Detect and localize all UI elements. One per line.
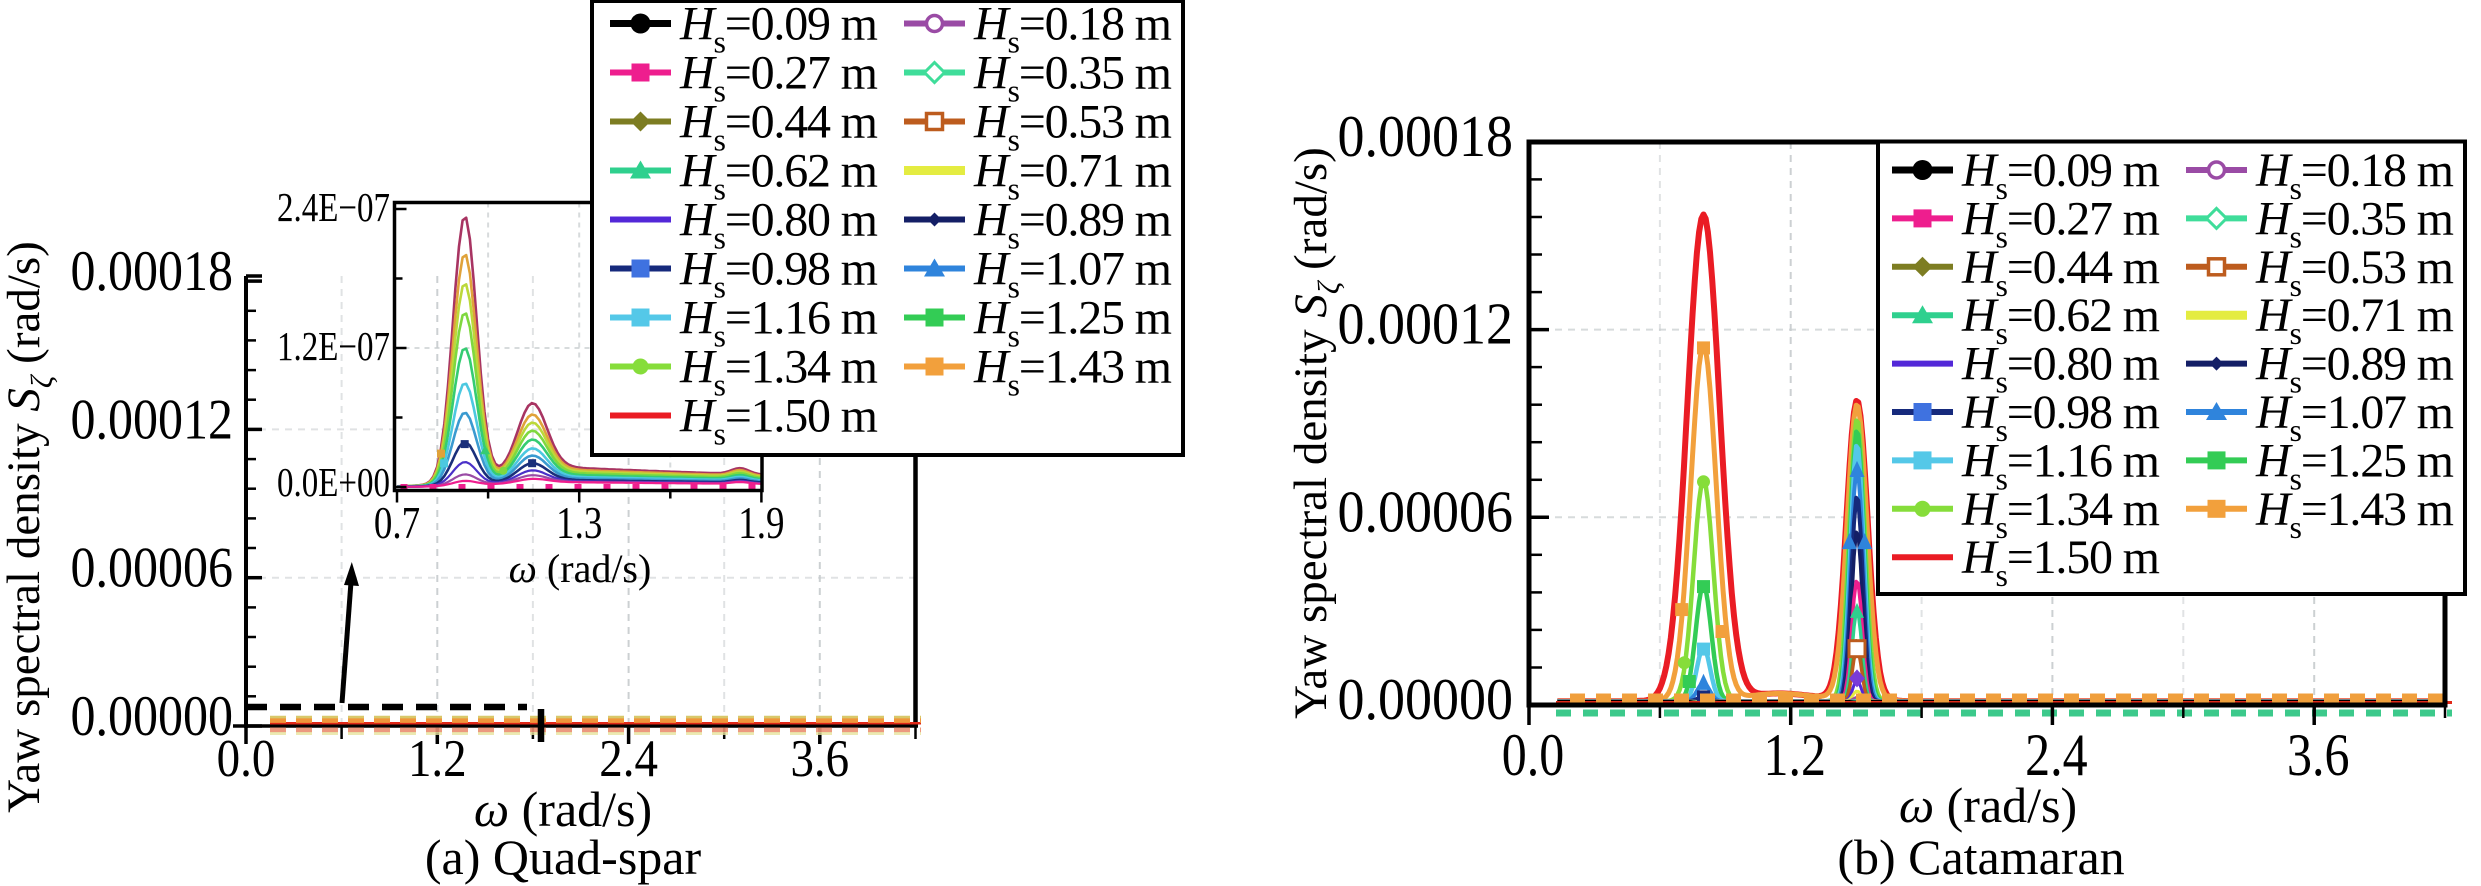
svg-text:Yaw spectral density Sζ (rad/s: Yaw spectral density Sζ (rad/s) [1285, 147, 1346, 719]
svg-text:Yaw spectral density Sζ (rad/s: Yaw spectral density Sζ (rad/s) [0, 241, 59, 813]
svg-text:0.0: 0.0 [217, 728, 276, 787]
svg-text:2.4: 2.4 [2025, 722, 2087, 788]
svg-text:Hs=​0.09 m: Hs=​0.09 m [679, 0, 878, 60]
svg-text:Hs=​0.62 m: Hs=​0.62 m [1961, 289, 2160, 351]
svg-text:0.00000: 0.00000 [1338, 667, 1513, 733]
svg-text:0.00006: 0.00006 [71, 536, 233, 600]
svg-text:3.6: 3.6 [790, 728, 849, 787]
svg-text:Hs=​0.35 m: Hs=​0.35 m [973, 47, 1172, 109]
svg-text:Hs=​1.16 m: Hs=​1.16 m [1961, 434, 2160, 496]
svg-text:0.00000: 0.00000 [71, 684, 233, 748]
svg-text:0.7: 0.7 [374, 498, 420, 548]
svg-text:Hs=​0.18 m: Hs=​0.18 m [973, 0, 1172, 60]
svg-text:2.4E−07: 2.4E−07 [277, 186, 390, 231]
svg-text:ω (rad/s): ω (rad/s) [1899, 777, 2077, 833]
svg-text:Hs=​1.25 m: Hs=​1.25 m [973, 292, 1172, 354]
svg-text:3.6: 3.6 [2287, 722, 2349, 788]
svg-text:Hs=​1.34 m: Hs=​1.34 m [679, 341, 878, 403]
svg-text:Hs=​1.50 m: Hs=​1.50 m [1961, 531, 2160, 593]
svg-text:Hs=​0.53 m: Hs=​0.53 m [2255, 241, 2454, 303]
svg-text:Hs=​0.62 m: Hs=​0.62 m [679, 145, 878, 207]
svg-text:Hs=​0.98 m: Hs=​0.98 m [1961, 386, 2160, 448]
svg-text:Hs=​0.44 m: Hs=​0.44 m [1961, 241, 2160, 303]
svg-text:0.00012: 0.00012 [1338, 291, 1513, 357]
svg-text:Hs=​0.27 m: Hs=​0.27 m [679, 47, 878, 109]
svg-text:Hs=​0.89 m: Hs=​0.89 m [2255, 338, 2454, 400]
svg-text:ω (rad/s): ω (rad/s) [509, 546, 652, 591]
svg-text:(a) Quad-spar: (a) Quad-spar [425, 829, 702, 885]
svg-text:Hs=​0.27 m: Hs=​0.27 m [1961, 192, 2160, 254]
svg-text:1.9: 1.9 [738, 498, 784, 548]
svg-text:0.00018: 0.00018 [71, 239, 233, 303]
svg-text:Hs=​0.53 m: Hs=​0.53 m [973, 96, 1172, 158]
svg-text:0.0E+00: 0.0E+00 [277, 461, 390, 506]
svg-text:Hs=​0.80 m: Hs=​0.80 m [679, 194, 878, 256]
svg-text:ω (rad/s): ω (rad/s) [474, 781, 652, 837]
svg-text:1.2E−07: 1.2E−07 [277, 325, 390, 370]
svg-text:Hs=​0.09 m: Hs=​0.09 m [1961, 144, 2160, 206]
svg-text:Hs=​0.89 m: Hs=​0.89 m [973, 194, 1172, 256]
svg-text:Hs=​1.43 m: Hs=​1.43 m [973, 341, 1172, 403]
svg-text:Hs=​1.50 m: Hs=​1.50 m [679, 390, 878, 452]
svg-text:1.3: 1.3 [556, 498, 602, 548]
svg-text:Hs=​0.80 m: Hs=​0.80 m [1961, 338, 2160, 400]
svg-text:0.00018: 0.00018 [1338, 104, 1513, 170]
svg-text:Hs=​0.35 m: Hs=​0.35 m [2255, 192, 2454, 254]
svg-text:Hs=​1.07 m: Hs=​1.07 m [973, 243, 1172, 305]
svg-text:Hs=​1.34 m: Hs=​1.34 m [1961, 483, 2160, 545]
svg-text:0.0: 0.0 [1502, 722, 1564, 788]
svg-text:Hs=​1.07 m: Hs=​1.07 m [2255, 386, 2454, 448]
svg-text:Hs=​1.25 m: Hs=​1.25 m [2255, 434, 2454, 496]
svg-text:Hs=​0.71 m: Hs=​0.71 m [2255, 289, 2454, 351]
svg-text:1.2: 1.2 [408, 728, 467, 787]
svg-text:Hs=​0.44 m: Hs=​0.44 m [679, 96, 878, 158]
svg-text:1.2: 1.2 [1763, 722, 1825, 788]
svg-text:Hs=​0.98 m: Hs=​0.98 m [679, 243, 878, 305]
svg-text:(b) Catamaran: (b) Catamaran [1837, 829, 2124, 885]
svg-text:Hs=​1.43 m: Hs=​1.43 m [2255, 483, 2454, 545]
svg-text:Hs=​0.18 m: Hs=​0.18 m [2255, 144, 2454, 206]
svg-text:0.00006: 0.00006 [1338, 479, 1513, 545]
svg-text:Hs=​0.71 m: Hs=​0.71 m [973, 145, 1172, 207]
svg-text:2.4: 2.4 [599, 728, 658, 787]
svg-text:0.00012: 0.00012 [71, 387, 233, 451]
svg-text:Hs=​1.16 m: Hs=​1.16 m [679, 292, 878, 354]
